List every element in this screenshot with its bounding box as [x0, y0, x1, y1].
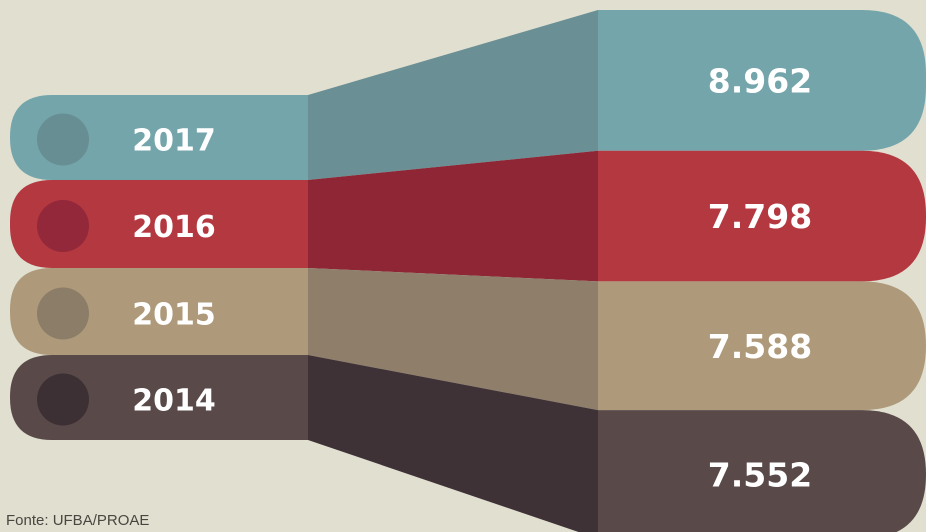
connectors	[308, 10, 598, 532]
bar-2014	[598, 410, 926, 532]
year-tab-2015	[10, 268, 308, 355]
bar-2016	[598, 150, 926, 282]
value-label-2016: 7.798	[708, 197, 812, 236]
year-marker-2016	[37, 200, 89, 252]
year-label-2017: 2017	[132, 124, 216, 159]
year-marker-2017	[37, 113, 89, 166]
year-label-2014: 2014	[132, 384, 216, 419]
year-marker-2015	[37, 287, 89, 340]
bar-2017	[598, 10, 926, 151]
value-label-2014: 7.552	[708, 455, 812, 494]
year-tab-2016	[10, 180, 308, 268]
bar-2015	[598, 281, 926, 411]
year-label-2016: 2016	[132, 210, 216, 245]
year-tab-2017	[10, 95, 308, 180]
value-label-2017: 8.962	[708, 61, 812, 100]
connector-2016	[308, 150, 598, 282]
year-label-2015: 2015	[132, 298, 216, 333]
value-label-2015: 7.588	[708, 327, 812, 366]
connector-2015	[308, 268, 598, 411]
value-bars: 8.962 7.798 7.588 7.552	[598, 10, 926, 532]
connector-2017	[308, 10, 598, 180]
source-note: Fonte: UFBA/PROAE	[6, 512, 150, 529]
year-marker-2014	[37, 373, 89, 426]
year-tabs: 2017 2016 2015 2014	[10, 95, 308, 440]
year-tab-2014	[10, 355, 308, 440]
connector-2014	[308, 355, 598, 532]
